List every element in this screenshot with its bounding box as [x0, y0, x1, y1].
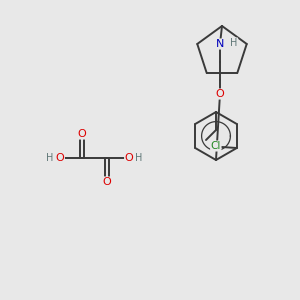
Text: H: H — [46, 153, 54, 163]
Text: O: O — [216, 89, 224, 99]
Text: O: O — [124, 153, 134, 163]
Text: O: O — [78, 129, 86, 139]
Text: N: N — [216, 39, 224, 49]
Text: Cl: Cl — [211, 141, 221, 151]
Text: O: O — [103, 177, 111, 187]
Text: H: H — [230, 38, 238, 48]
Text: O: O — [56, 153, 64, 163]
Text: H: H — [135, 153, 143, 163]
